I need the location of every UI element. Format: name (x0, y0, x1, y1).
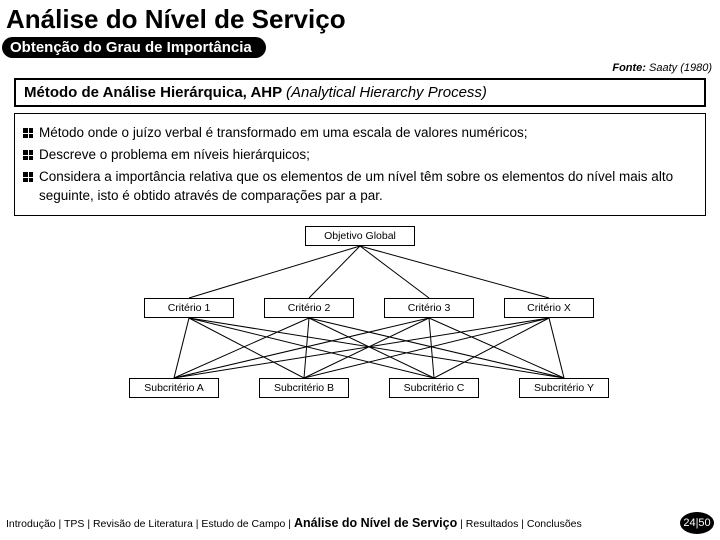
source-line: Fonte: Saaty (1980) (0, 58, 720, 76)
tree-subcriterion: Subcritério C (389, 378, 479, 398)
tree-criterion: Critério 2 (264, 298, 354, 318)
tree-criterion: Critério X (504, 298, 594, 318)
breadcrumb: Introdução | TPS | Revisão de Literatura… (6, 516, 680, 530)
bullet-icon (23, 172, 33, 182)
footer-bar: Introdução | TPS | Revisão de Literatura… (0, 509, 720, 536)
subtitle-pill: Obtenção do Grau de Importância (2, 37, 266, 58)
tree-subcriterion: Subcritério A (129, 378, 219, 398)
bullets-box: Método onde o juízo verbal é transformad… (14, 113, 706, 216)
bullet-item: Método onde o juízo verbal é transformad… (23, 124, 697, 142)
bullet-icon (23, 150, 33, 160)
page-title: Análise do Nível de Serviço (0, 0, 720, 37)
hierarchy-tree: Objetivo Global Critério 1 Critério 2 Crité… (14, 226, 706, 416)
tree-subcriterion: Subcritério Y (519, 378, 609, 398)
bullet-item: Descreve o problema em níveis hierárquic… (23, 146, 697, 164)
bullet-icon (23, 128, 33, 138)
tree-root: Objetivo Global (305, 226, 415, 246)
page-number-badge: 24|50 (680, 512, 714, 534)
tree-subcriterion: Subcritério B (259, 378, 349, 398)
bullet-item: Considera a importância relativa que os … (23, 168, 697, 204)
method-box: Método de Análise Hierárquica, AHP (Anal… (14, 78, 706, 107)
tree-criterion: Critério 1 (144, 298, 234, 318)
tree-criterion: Critério 3 (384, 298, 474, 318)
